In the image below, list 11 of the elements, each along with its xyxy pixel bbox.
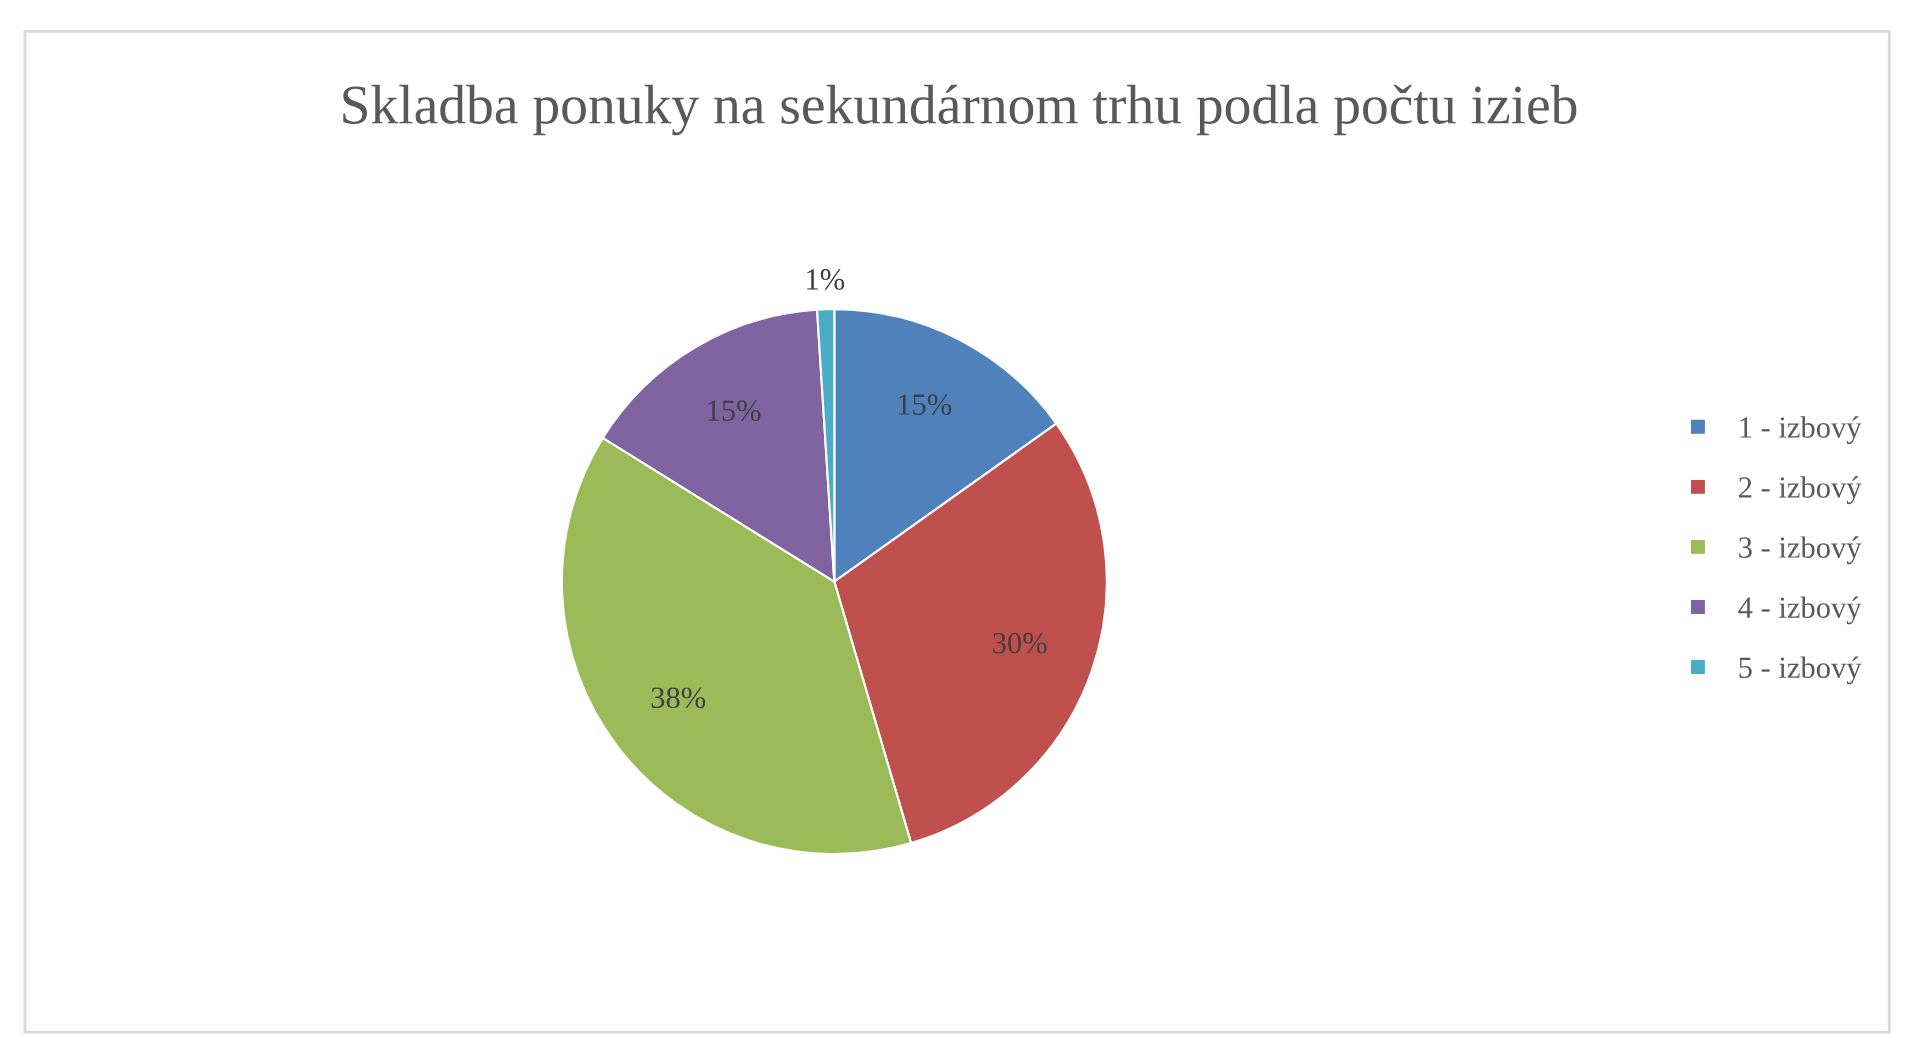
data-label: 15% bbox=[708, 400, 761, 422]
legend-label: 4 - izbový bbox=[1738, 596, 1862, 625]
legend-label: 2 - izbový bbox=[1739, 476, 1862, 505]
data-label: 30% bbox=[993, 632, 1047, 654]
data-label: 15% bbox=[898, 394, 952, 416]
legend-label: 1 - izbový bbox=[1740, 416, 1862, 445]
data-label: 38% bbox=[651, 687, 706, 709]
chart-title: Skladba ponuky na sekundárnom trhu podla počtu izieb bbox=[343, 84, 1577, 136]
legend-label: 3 - izbový bbox=[1739, 536, 1862, 565]
legend-label: 5 - izbový bbox=[1739, 656, 1862, 685]
data-label: 1% bbox=[807, 269, 845, 290]
